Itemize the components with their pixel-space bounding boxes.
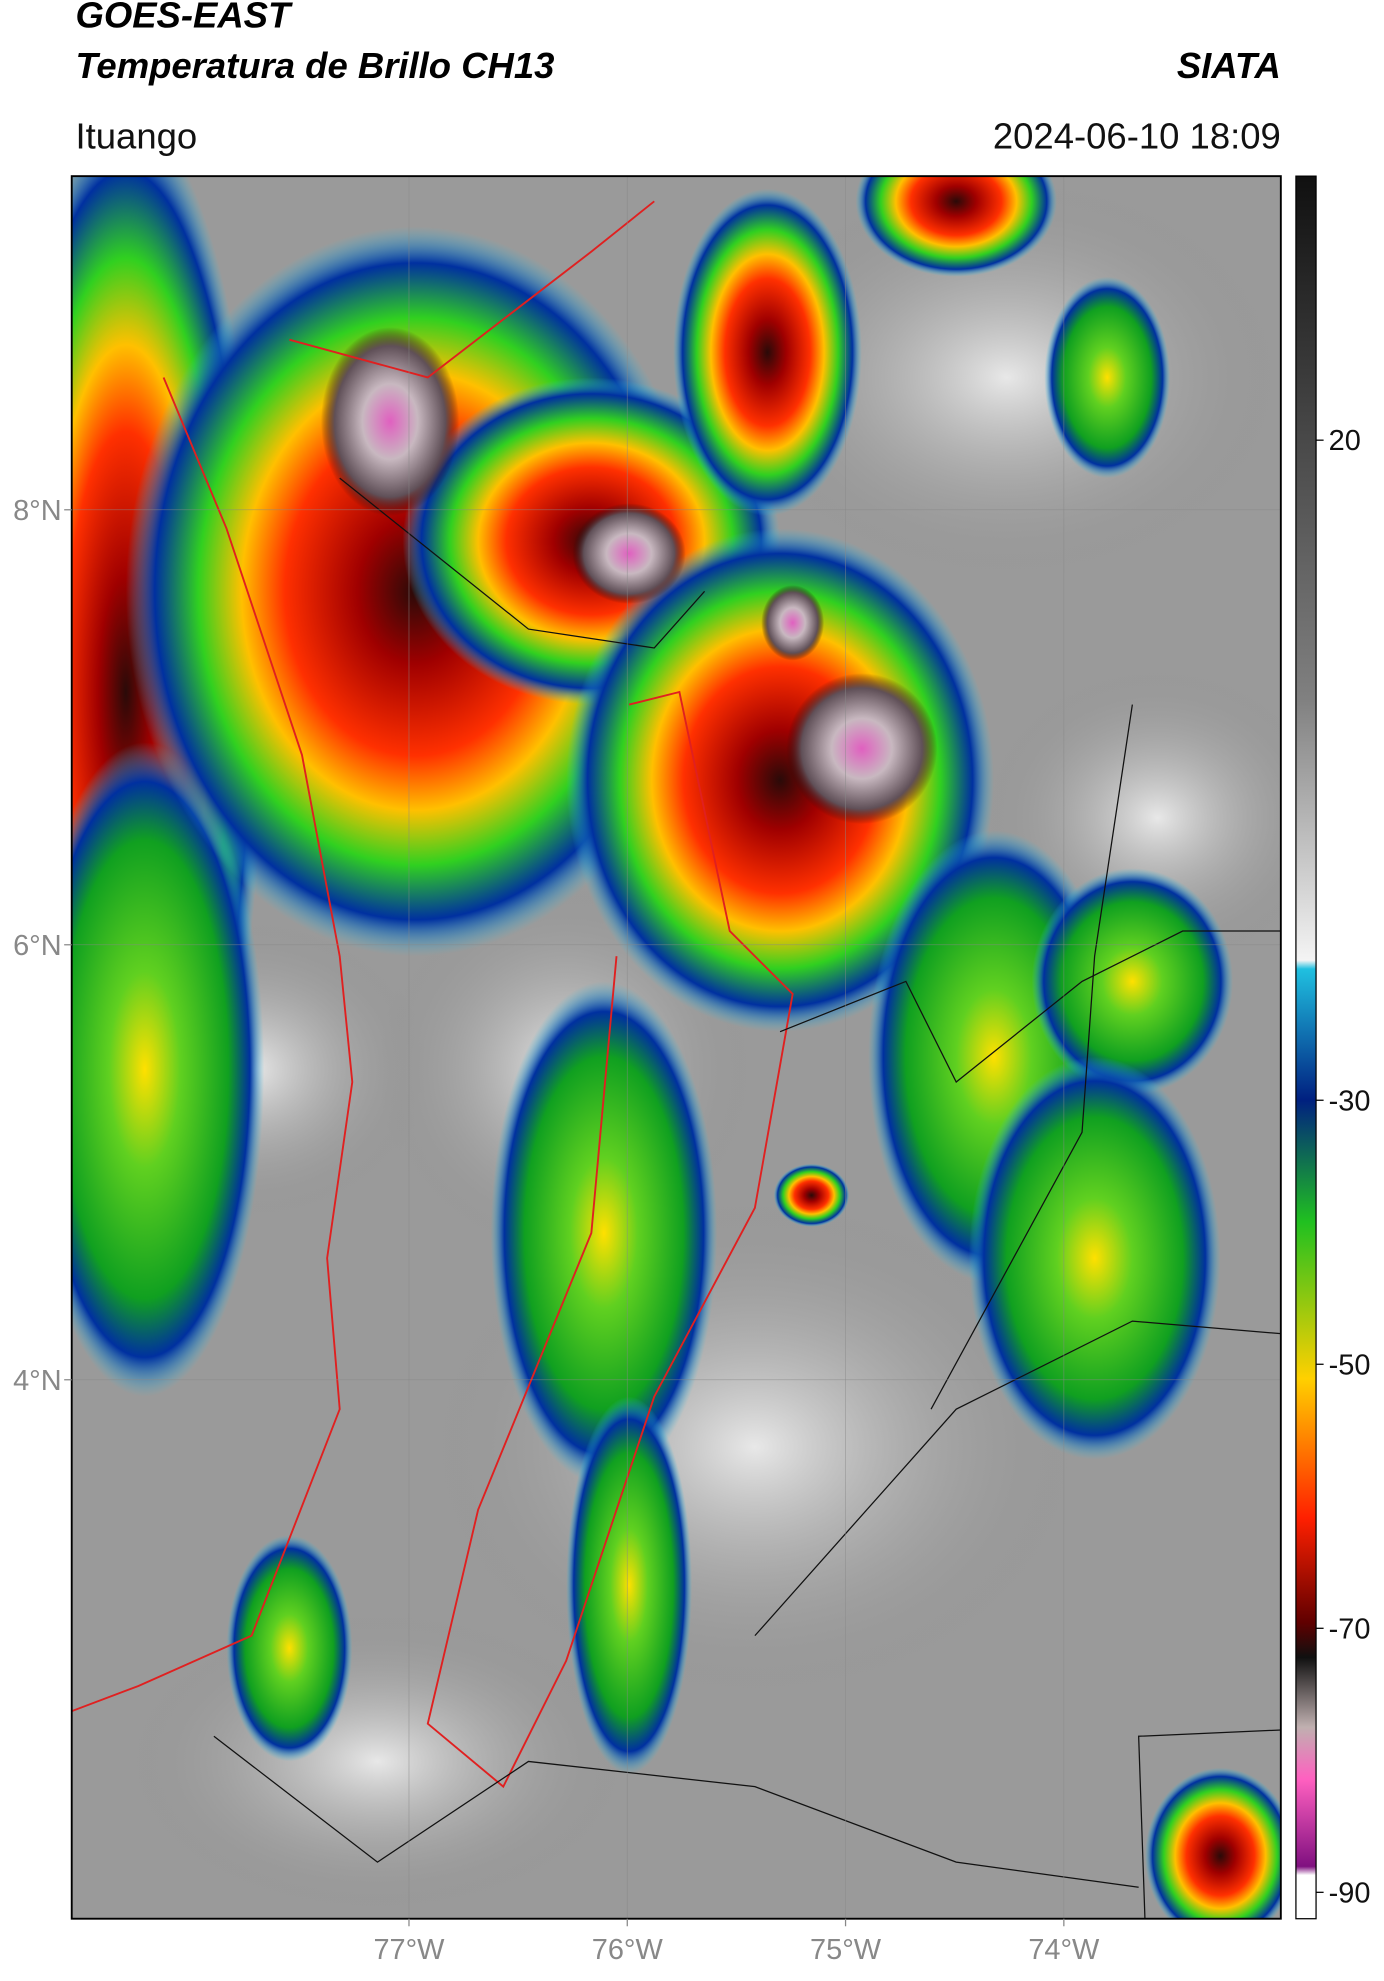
- subtitle: Temperatura de Brillo CH13: [75, 45, 554, 86]
- y-tick-label: 4°N: [13, 1365, 62, 1397]
- colorbar-tick-label: -50: [1329, 1349, 1371, 1381]
- colorbar: [1295, 175, 1317, 1920]
- map-image: [71, 176, 1281, 1919]
- map-frame: [70, 175, 1282, 1920]
- y-tick-label: 8°N: [13, 495, 62, 527]
- colorbar-tick-label: -90: [1329, 1877, 1371, 1909]
- graticule: [71, 176, 1281, 1919]
- x-tick-label: 75°W: [810, 1934, 882, 1966]
- colorbar-tick-label: 20: [1329, 425, 1361, 457]
- timestamp: 2024-06-10 18:09: [993, 115, 1281, 156]
- title: GOES-EAST: [75, 0, 293, 36]
- colorbar-tick-label: -70: [1329, 1613, 1371, 1645]
- x-tick-label: 74°W: [1028, 1934, 1100, 1966]
- x-tick-label: 76°W: [592, 1934, 664, 1966]
- colorbar-tick-label: -30: [1329, 1085, 1371, 1117]
- x-tick-label: 77°W: [373, 1934, 445, 1966]
- y-tick-label: 6°N: [13, 930, 62, 962]
- location: Ituango: [75, 115, 197, 156]
- source: SIATA: [1177, 45, 1281, 86]
